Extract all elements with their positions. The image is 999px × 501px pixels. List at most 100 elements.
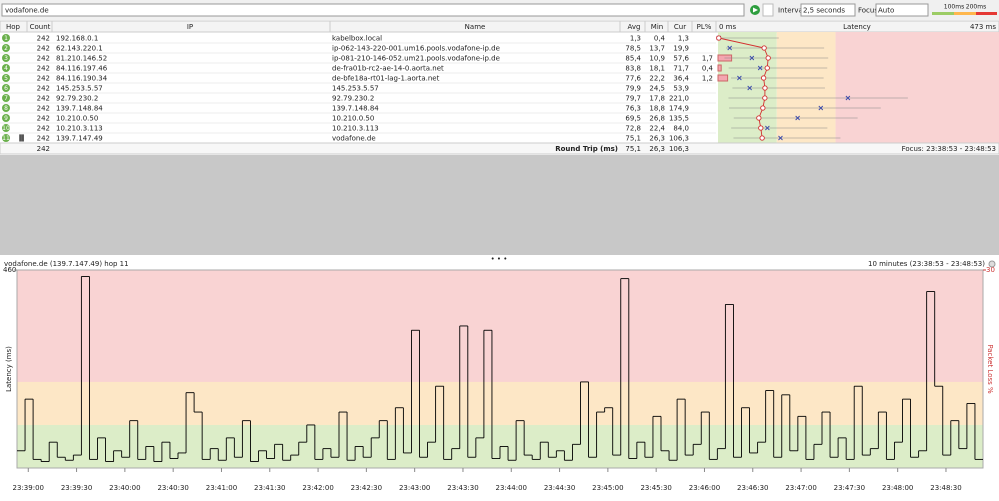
cell-name: 145.253.5.57: [332, 85, 379, 93]
hop-number: 3: [4, 55, 8, 62]
graph-max: 473 ms: [970, 23, 996, 31]
cell-name: ip-081-210-146-052.um21.pools.vodafone-i…: [332, 55, 500, 63]
cell-avg: 83,8: [625, 65, 641, 73]
avg-marker: [761, 45, 767, 51]
cell-min: 22,2: [649, 75, 665, 83]
x-tick-label: 23:46:00: [689, 484, 720, 492]
hop-badge: [2, 34, 10, 42]
cell-name: 92.79.230.2: [332, 95, 374, 103]
loss-bar: [717, 64, 722, 72]
cell-ip: 139.7.147.49: [56, 135, 103, 143]
avg-marker: [758, 125, 764, 131]
hop-number: 6: [4, 85, 8, 92]
range-menu[interactable]: [988, 260, 996, 268]
avg-marker: [756, 115, 762, 121]
target-input[interactable]: [1, 3, 745, 17]
cell-min: 26,3: [649, 135, 665, 143]
x-tick-label: 23:45:30: [640, 484, 671, 492]
x-tick-label: 23:45:00: [592, 484, 623, 492]
y2-tick-label: 30: [986, 266, 995, 274]
summary-avg: 75,1: [625, 145, 641, 153]
current-marker: [747, 85, 752, 91]
chart-title: vodafone.de (139.7.147.49) hop 11: [4, 260, 129, 268]
cell-pl: 0,4: [702, 65, 714, 73]
cell-pl: 1,2: [702, 75, 713, 83]
cell-min: 24,5: [649, 85, 665, 93]
cell-cur: 19,9: [673, 45, 689, 53]
x-tick-label: 23:44:30: [544, 484, 575, 492]
avg-marker: [760, 75, 767, 81]
graph-band: [776, 32, 836, 153]
cell-name: kabelbox.local: [332, 35, 382, 43]
cell-cur: 106,3: [669, 135, 689, 143]
column-header: PL%: [697, 23, 712, 31]
x-tick-label: 23:39:00: [13, 484, 44, 492]
cell-min: 13,7: [649, 45, 665, 53]
cell-avg: 1,3: [630, 35, 641, 43]
cell-cur: 71,7: [673, 65, 689, 73]
hop-number: 7: [4, 95, 8, 102]
current-marker: [778, 135, 783, 141]
cell-ip: 62.143.220.1: [56, 45, 103, 53]
play-dropdown[interactable]: [762, 3, 774, 17]
hop-badge: [2, 124, 10, 132]
cell-name: ip-062-143-220-001.um16.pools.vodafone-i…: [332, 45, 500, 53]
current-marker: [737, 75, 742, 81]
x-tick-label: 23:48:00: [882, 484, 913, 492]
column-header: IP: [187, 23, 193, 31]
y-axis-title: Latency (ms): [5, 346, 13, 392]
x-tick-label: 23:47:00: [785, 484, 816, 492]
column-header: Cur: [674, 23, 686, 31]
cell-avg: 79,7: [625, 95, 641, 103]
current-marker: [818, 105, 824, 111]
x-tick-label: 23:43:30: [447, 484, 478, 492]
cell-cur: 1,3: [678, 35, 689, 43]
avg-marker: [762, 95, 768, 101]
legend-label: 100ms: [944, 4, 964, 11]
column-header: Count: [30, 23, 51, 31]
x-tick-label: 23:42:30: [351, 484, 382, 492]
cell-avg: 78,5: [625, 45, 641, 53]
hop-number: 4: [4, 65, 8, 72]
hop-badge: [2, 64, 10, 72]
cell-min: 17,8: [649, 95, 665, 103]
cell-ip: 92.79.230.2: [56, 95, 98, 103]
target-text: vodafone.de: [5, 7, 49, 15]
summary-min: 26,3: [649, 145, 665, 153]
table-header: [0, 20, 999, 33]
cell-ip: 84.116.190.34: [56, 75, 108, 83]
cell-count: 242: [37, 95, 50, 103]
hop-badge: [2, 54, 10, 62]
cell-count: 242: [37, 45, 50, 53]
hop-number: 9: [4, 115, 8, 122]
cell-cur: 174,9: [669, 105, 689, 113]
interval-select[interactable]: [800, 3, 856, 17]
x-tick-label: 23:40:30: [157, 484, 188, 492]
loss-bar: [717, 74, 729, 82]
cell-cur: 57,6: [673, 55, 689, 63]
hop-number: 11: [2, 135, 10, 142]
hop-badge: [2, 114, 10, 122]
focus-value: Auto: [878, 7, 894, 15]
play-icon: [753, 7, 758, 13]
cell-count: 242: [37, 105, 50, 113]
x-tick-label: 23:40:00: [109, 484, 140, 492]
interval-label: Interval: [778, 7, 805, 15]
cell-name: 139.7.148.84: [332, 105, 379, 113]
cell-ip: 139.7.148.84: [56, 105, 103, 113]
cell-ip: 10.210.0.50: [56, 115, 98, 123]
x-tick-label: 23:44:00: [496, 484, 527, 492]
current-marker: [795, 115, 800, 121]
splitter[interactable]: • • •: [491, 255, 508, 263]
column-header: Avg: [628, 23, 641, 31]
cell-cur: 221,0: [669, 95, 689, 103]
avg-marker: [760, 105, 766, 111]
cell-ip: 192.168.0.1: [56, 35, 98, 43]
cell-avg: 75,1: [625, 135, 641, 143]
column-header: Hop: [6, 23, 21, 31]
hop-badge: [2, 84, 10, 92]
avg-marker: [716, 35, 722, 41]
focus-select[interactable]: [875, 3, 929, 17]
graph-min: 0 ms: [719, 23, 736, 31]
cell-name: de-fra01b-rc2-ae-14-0.aorta.net: [332, 65, 444, 73]
